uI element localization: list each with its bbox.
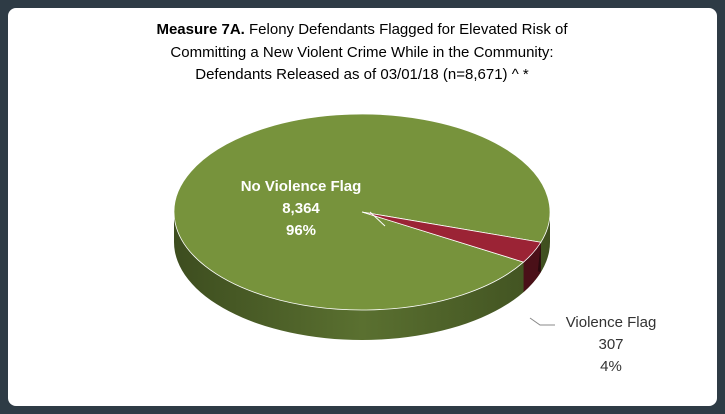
title-line: Committing a New Violent Crime While in …	[170, 44, 553, 61]
leader-line	[529, 317, 555, 326]
pie-side	[174, 212, 550, 340]
value-label: 307	[598, 336, 623, 353]
title-line: Felony Defendants Flagged for Elevated R…	[249, 21, 568, 38]
slice-label: No Violence Flag	[241, 178, 362, 195]
pie-slice	[361, 211, 542, 263]
chart-title: Measure 7A. Felony Defendants Flagged fo…	[156, 21, 568, 38]
leader-line	[369, 211, 386, 227]
percent-label: 96%	[286, 222, 316, 239]
percent-label: 4%	[600, 358, 622, 375]
title-line: Defendants Released as of 03/01/18 (n=8,…	[195, 66, 529, 83]
title-label: Measure 7A.	[156, 21, 244, 38]
pie-side	[537, 242, 541, 273]
pie-side	[523, 242, 541, 293]
slice-label: Violence Flag	[566, 314, 657, 331]
value-label: 8,364	[282, 200, 320, 217]
